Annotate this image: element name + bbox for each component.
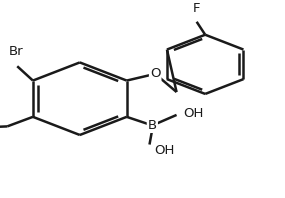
- Text: O: O: [150, 67, 160, 80]
- Text: F: F: [193, 2, 200, 14]
- Text: B: B: [148, 119, 157, 132]
- Text: OH: OH: [184, 107, 204, 120]
- Text: Br: Br: [9, 45, 23, 58]
- Text: OH: OH: [154, 144, 174, 157]
